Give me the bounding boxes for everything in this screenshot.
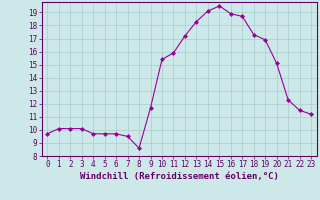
X-axis label: Windchill (Refroidissement éolien,°C): Windchill (Refroidissement éolien,°C) — [80, 172, 279, 181]
